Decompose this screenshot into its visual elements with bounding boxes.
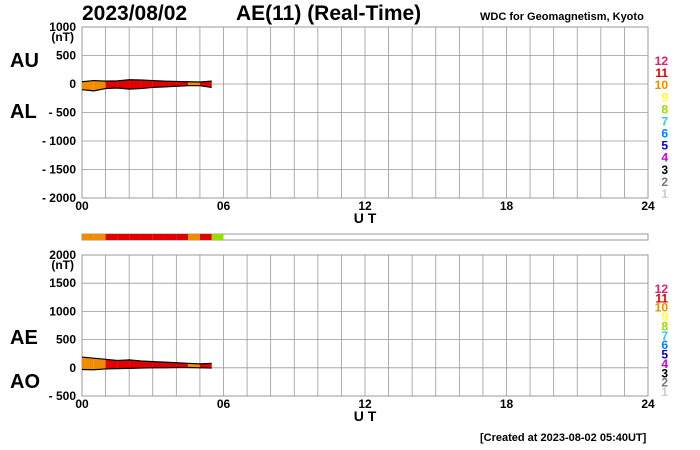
upper-area-segment <box>152 80 165 88</box>
au-series-label: AU <box>10 50 39 72</box>
lower-unit-label: (nT) <box>51 258 74 272</box>
lower-legend-level: 9 <box>661 310 668 324</box>
activity-strip-cell <box>105 234 118 240</box>
lower-series-line-ae <box>81 356 212 365</box>
activity-strip-cell <box>82 234 94 240</box>
upper-unit-label: (nT) <box>51 30 74 44</box>
upper-legend-level: 5 <box>661 139 668 153</box>
lower-x-tick-label: 00 <box>75 397 89 411</box>
lower-x-axis-title: U T <box>354 408 377 424</box>
upper-legend-level: 3 <box>661 163 668 177</box>
upper-y-tick-label: - 1500 <box>42 163 76 177</box>
upper-area-segment <box>188 81 200 86</box>
upper-y-tick-label: 500 <box>56 49 76 63</box>
upper-x-tick-label: 06 <box>217 199 231 213</box>
upper-area-segment <box>129 79 141 90</box>
lower-y-tick-label: - 500 <box>49 389 77 403</box>
upper-area-segment <box>93 80 106 91</box>
lower-area-segment <box>129 359 141 369</box>
lower-legend-level: 2 <box>661 376 668 390</box>
lower-area-segment <box>93 358 106 370</box>
upper-legend-level: 4 <box>661 151 668 165</box>
upper-legend-level: 2 <box>661 175 668 189</box>
activity-strip-cell <box>140 234 153 240</box>
lower-series-line-ao <box>81 366 212 371</box>
lower-legend-level: 6 <box>661 338 668 352</box>
upper-series-line-au <box>81 79 212 83</box>
lower-x-tick-label: 06 <box>217 397 231 411</box>
lower-legend-level: 1 <box>661 385 668 399</box>
upper-legend-level: 12 <box>655 54 669 68</box>
al-series-label: AL <box>10 101 37 123</box>
lower-area-segment <box>117 359 130 369</box>
ao-series-label: AO <box>10 371 40 393</box>
upper-area-segment <box>176 81 189 87</box>
lower-legend-level: 12 <box>655 282 669 296</box>
credit-label: WDC for Geomagnetism, Kyoto <box>480 11 644 23</box>
activity-strip-cell <box>176 234 189 240</box>
upper-area-segment <box>117 79 130 90</box>
activity-strip-cell <box>117 234 130 240</box>
upper-series-line-al <box>81 85 212 92</box>
activity-strip-cell <box>152 234 165 240</box>
upper-legend-level: 1 <box>661 187 668 201</box>
upper-legend-level: 7 <box>661 114 668 128</box>
lower-area-segment <box>164 362 177 368</box>
upper-x-tick-label: 00 <box>75 199 89 213</box>
lower-y-tick-label: 500 <box>56 333 76 347</box>
activity-strip-cell <box>164 234 177 240</box>
upper-y-tick-label: - 2000 <box>42 191 76 205</box>
lower-legend-level: 5 <box>661 348 668 362</box>
lower-area-segment <box>176 362 189 368</box>
upper-legend-level: 6 <box>661 127 668 141</box>
lower-area-segment <box>152 361 165 368</box>
activity-strip-cell <box>93 234 106 240</box>
lower-y-tick-label: 1000 <box>49 304 76 318</box>
upper-legend-level: 9 <box>661 90 668 104</box>
lower-area-segment <box>188 363 200 368</box>
lower-y-tick-label: 2000 <box>49 248 76 262</box>
lower-legend-level: 10 <box>655 301 669 315</box>
upper-area-segment <box>164 81 177 87</box>
lower-legend-level: 4 <box>661 357 668 371</box>
chart-date: 2023/08/02 <box>82 2 188 25</box>
upper-y-tick-label: - 500 <box>49 106 77 120</box>
upper-legend-level: 10 <box>655 78 669 92</box>
created-timestamp: [Created at 2023-08-02 05:40UT] <box>480 432 647 444</box>
activity-strip-cell <box>199 234 212 240</box>
lower-y-tick-label: 1500 <box>49 276 76 290</box>
lower-x-tick-label: 18 <box>500 397 514 411</box>
activity-strip-cell <box>211 234 224 240</box>
upper-area-segment <box>82 80 94 91</box>
lower-area-segment <box>105 359 118 369</box>
upper-area-segment <box>105 80 118 89</box>
lower-area-segment <box>199 363 212 369</box>
lower-legend-level: 11 <box>655 291 668 305</box>
activity-strip-cell <box>129 234 141 240</box>
upper-x-axis-title: U T <box>354 210 377 226</box>
lower-area-segment <box>82 357 94 370</box>
upper-area-segment <box>140 80 153 89</box>
upper-y-tick-label: 0 <box>69 77 76 91</box>
upper-legend-level: 11 <box>655 66 668 80</box>
lower-x-tick-label: 24 <box>641 397 655 411</box>
upper-x-tick-label: 18 <box>500 199 514 213</box>
lower-x-tick-label: 12 <box>358 397 372 411</box>
lower-y-tick-label: 0 <box>69 361 76 375</box>
ae-series-label: AE <box>10 327 38 349</box>
lower-legend-level: 3 <box>661 366 668 380</box>
lower-area-segment <box>140 361 153 369</box>
upper-x-tick-label: 24 <box>641 199 655 213</box>
activity-strip-cell <box>188 234 200 240</box>
upper-y-tick-label: - 1000 <box>42 134 76 148</box>
upper-x-tick-label: 12 <box>358 199 372 213</box>
upper-legend-level: 8 <box>661 102 668 116</box>
upper-y-tick-label: 1000 <box>49 20 76 34</box>
chart-title: AE(11) (Real-Time) <box>236 2 422 25</box>
lower-legend-level: 8 <box>661 319 668 333</box>
lower-legend-level: 7 <box>661 329 668 343</box>
